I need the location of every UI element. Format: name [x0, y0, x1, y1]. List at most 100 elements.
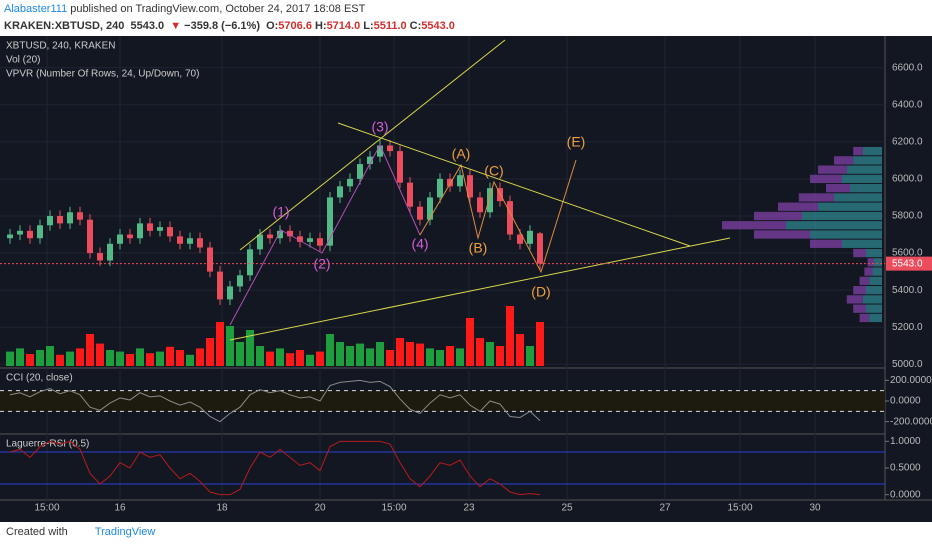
candle-body	[517, 234, 523, 244]
chart-bg	[0, 36, 932, 522]
candle-body	[107, 243, 113, 261]
wave-label: (1)	[272, 204, 289, 220]
y-tick-label: 6600.0	[892, 62, 923, 73]
vpvr-down	[778, 202, 818, 211]
ohlc: O:5706.6 H:5714.0 L:5511.0 C:5543.0	[266, 20, 458, 32]
candle-body	[407, 182, 413, 207]
volume-bar	[276, 348, 284, 366]
volume-bar	[156, 351, 164, 366]
candle-body	[117, 234, 123, 244]
candle-body	[87, 219, 93, 254]
x-tick-label: 27	[659, 503, 671, 514]
vpvr-up	[802, 211, 882, 221]
volume-bar	[176, 350, 184, 366]
candle-body	[167, 227, 173, 237]
vpvr-up	[850, 184, 882, 193]
vpvr-up	[842, 239, 882, 248]
vpvr-down	[853, 248, 866, 258]
vpvr-down	[754, 230, 810, 239]
candle-body	[147, 223, 153, 231]
volume-bar	[516, 334, 524, 366]
last: 5543.0	[130, 20, 165, 32]
y-tick-label: 200.0000	[890, 375, 932, 386]
wave-label: (4)	[411, 236, 428, 252]
volume-bar	[436, 350, 444, 366]
volume-bar	[246, 330, 254, 366]
volume-bar	[496, 346, 504, 366]
ohlc-value: 5714.0	[326, 20, 361, 32]
volume-bar	[76, 348, 84, 366]
wave-label: (B)	[469, 240, 488, 256]
vpvr-up	[866, 304, 882, 313]
vpvr-down	[826, 184, 850, 193]
pane-title: CCI (20, close)	[6, 373, 73, 384]
volume-bar	[86, 334, 94, 366]
candle-body	[267, 234, 273, 239]
volume-bar	[286, 353, 294, 366]
candle-body	[207, 247, 213, 272]
brand[interactable]: TradingView	[94, 526, 156, 538]
candle-body	[27, 230, 33, 239]
vpvr-up	[846, 165, 882, 174]
candle-body	[17, 230, 23, 235]
volume-bar	[186, 354, 194, 366]
vpvr-up	[874, 258, 882, 267]
vpvr-up	[862, 146, 882, 156]
candle-body	[297, 236, 303, 242]
candle-body	[37, 225, 43, 239]
trend-line	[239, 39, 506, 251]
y-tick-label: 0.5000	[890, 463, 921, 474]
volume-bar	[126, 354, 134, 366]
candles	[7, 139, 543, 305]
vpvr-down	[853, 304, 866, 313]
y-tick-label: 5200.0	[892, 322, 923, 333]
trend-line	[229, 237, 731, 341]
candle-body	[157, 227, 163, 231]
volume-bar	[306, 354, 314, 366]
candle-body	[497, 188, 503, 202]
vpvr-down	[864, 267, 873, 276]
wave-label: (C)	[484, 163, 503, 179]
vpvr-down	[798, 193, 834, 202]
candle-body	[377, 145, 383, 157]
candle-body	[327, 197, 333, 246]
pane-title: VPVR (Number Of Rows, 24, Up/Down, 70)	[6, 69, 199, 80]
candle-body	[357, 164, 363, 179]
grid	[0, 36, 885, 500]
candle-body	[57, 215, 63, 224]
y-tick-label: 0.0000	[890, 396, 921, 407]
vpvr-up	[842, 174, 882, 184]
volume-bar	[216, 322, 224, 366]
candle-body	[277, 230, 283, 239]
laguerre-line	[9, 440, 541, 496]
vpvr-up	[872, 267, 882, 276]
candle-body	[417, 206, 423, 220]
volume-bar	[336, 342, 344, 366]
x-tick-label: 15:00	[727, 503, 752, 514]
volume-bar	[256, 346, 264, 366]
ohlc-value: 5511.0	[373, 20, 407, 32]
author[interactable]: Alabaster111	[4, 3, 68, 15]
volume-bar	[46, 346, 54, 366]
x-tick-label: 30	[809, 503, 821, 514]
vpvr-down	[859, 313, 870, 323]
wave-line	[419, 159, 577, 274]
candle-body	[127, 234, 133, 239]
pane-title: Vol (20)	[6, 55, 40, 66]
last-price-box	[886, 256, 932, 271]
candle-body	[537, 233, 543, 264]
candle-body	[507, 201, 513, 235]
volume-bar	[116, 351, 124, 366]
candle-body	[477, 197, 483, 213]
x-tick-label: 20	[314, 503, 326, 514]
volume-bar	[396, 338, 404, 366]
header-line: KRAKEN:XBTUSD, 240 5543.0 ▼ −359.8 (−6.1…	[4, 20, 461, 32]
candle-body	[7, 234, 13, 239]
volume-bar	[526, 346, 534, 366]
vpvr-up	[869, 313, 882, 323]
vpvr-up	[818, 202, 882, 211]
volume-bar	[346, 346, 354, 366]
vpvr-up	[866, 286, 882, 295]
candle-body	[307, 238, 313, 242]
candle-body	[217, 271, 223, 300]
